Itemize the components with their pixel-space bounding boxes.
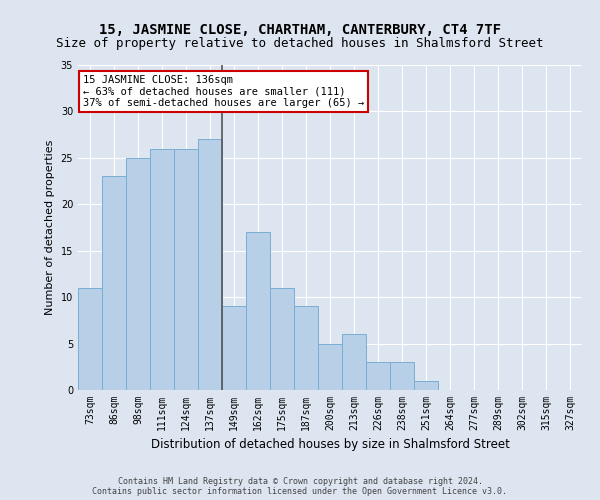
Bar [126,158,150,390]
Text: Contains HM Land Registry data © Crown copyright and database right 2024.: Contains HM Land Registry data © Crown c… [118,478,482,486]
Bar [366,362,390,390]
Bar [270,288,294,390]
Text: 15, JASMINE CLOSE, CHARTHAM, CANTERBURY, CT4 7TF: 15, JASMINE CLOSE, CHARTHAM, CANTERBURY,… [99,22,501,36]
Text: 15 JASMINE CLOSE: 136sqm
← 63% of detached houses are smaller (111)
37% of semi-: 15 JASMINE CLOSE: 136sqm ← 63% of detach… [83,74,364,108]
Bar [414,380,438,390]
X-axis label: Distribution of detached houses by size in Shalmsford Street: Distribution of detached houses by size … [151,438,509,452]
Bar [246,232,270,390]
Bar [294,306,318,390]
Bar [174,148,198,390]
Bar [390,362,414,390]
Bar [342,334,366,390]
Bar [198,140,222,390]
Bar [102,176,126,390]
Y-axis label: Number of detached properties: Number of detached properties [45,140,55,315]
Bar [318,344,342,390]
Bar [222,306,246,390]
Text: Contains public sector information licensed under the Open Government Licence v3: Contains public sector information licen… [92,488,508,496]
Text: Size of property relative to detached houses in Shalmsford Street: Size of property relative to detached ho… [56,38,544,51]
Bar [150,148,174,390]
Bar [78,288,102,390]
